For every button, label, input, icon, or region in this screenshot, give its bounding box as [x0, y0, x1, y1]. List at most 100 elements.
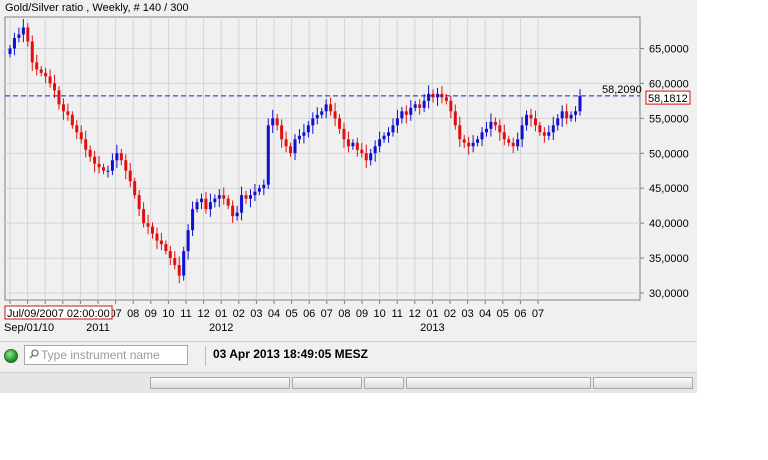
- svg-text:58,1812: 58,1812: [648, 93, 688, 105]
- connection-status-icon[interactable]: [4, 349, 18, 363]
- candle: [70, 111, 74, 129]
- candle: [556, 113, 560, 131]
- y-tick-label: 45,0000: [649, 183, 689, 195]
- candle: [578, 89, 582, 116]
- candle: [119, 148, 123, 166]
- candle: [93, 150, 97, 173]
- candle: [186, 224, 190, 260]
- candle: [53, 74, 57, 99]
- candles: [8, 18, 582, 284]
- candle: [133, 177, 137, 199]
- chart-window: Gold/Silver ratio , Weekly, # 140 / 300 …: [0, 0, 697, 393]
- x-tick-label: 07: [321, 308, 333, 320]
- candle: [195, 198, 199, 213]
- candle: [333, 102, 337, 127]
- candle: [320, 107, 324, 119]
- bottom-tab-5[interactable]: [593, 377, 693, 389]
- candle: [244, 190, 248, 204]
- candle: [542, 127, 546, 143]
- candle: [507, 135, 511, 147]
- chart-svg[interactable]: Gold/Silver ratio , Weekly, # 140 / 300 …: [0, 0, 697, 342]
- candle: [364, 144, 368, 168]
- candle: [177, 256, 181, 284]
- y-tick-label: 65,0000: [649, 43, 689, 55]
- candle: [574, 106, 578, 122]
- bottom-tab-4[interactable]: [406, 377, 591, 389]
- x-year-label: 2012: [209, 322, 233, 334]
- candle: [115, 144, 119, 168]
- candle: [151, 222, 154, 239]
- candle: [222, 187, 226, 205]
- candle: [146, 214, 150, 235]
- x-tick-label: 03: [461, 308, 473, 320]
- candle: [257, 184, 261, 196]
- candle: [240, 186, 244, 221]
- candle: [529, 108, 533, 127]
- x-tick-label: 02: [233, 308, 245, 320]
- candle: [476, 135, 480, 147]
- candle: [57, 86, 61, 110]
- candle: [498, 119, 502, 141]
- candle: [231, 200, 235, 223]
- candle: [373, 140, 377, 162]
- candle: [17, 27, 21, 43]
- candle: [173, 251, 177, 270]
- x-year-label: 2013: [420, 322, 444, 334]
- candle: [484, 121, 488, 137]
- candle: [208, 193, 212, 217]
- candle: [97, 156, 101, 174]
- candle: [533, 110, 537, 132]
- candle: [226, 195, 230, 210]
- candle: [471, 135, 475, 153]
- candle: [489, 113, 493, 137]
- x-tick-label: 01: [215, 308, 227, 320]
- y-tick-label: 60,0000: [649, 78, 689, 90]
- bottom-tab-3[interactable]: [364, 377, 404, 389]
- candle: [453, 104, 457, 130]
- candle: [560, 105, 564, 127]
- candle: [199, 193, 203, 210]
- x-tick-label: 08: [338, 308, 350, 320]
- candle: [409, 100, 413, 121]
- candle: [427, 85, 431, 109]
- candle: [404, 105, 408, 124]
- candle: [569, 111, 573, 122]
- x-tick-label: 05: [497, 308, 509, 320]
- instrument-search-input[interactable]: [41, 347, 183, 363]
- candle: [168, 245, 172, 265]
- x-tick-label: 07: [109, 308, 121, 320]
- candle: [35, 54, 39, 76]
- candle: [155, 227, 159, 250]
- x-tick-label: 02: [444, 308, 456, 320]
- candle: [493, 117, 497, 131]
- candle: [12, 32, 16, 56]
- candle: [124, 154, 128, 180]
- server-clock: 03 Apr 2013 18:49:05 MESZ: [213, 347, 368, 361]
- candle: [137, 190, 141, 217]
- y-tick-label: 30,0000: [649, 288, 689, 300]
- candle: [204, 191, 208, 214]
- x-tick-label: 12: [409, 308, 421, 320]
- candle: [106, 165, 110, 178]
- candle: [191, 201, 195, 237]
- bottom-tab-2[interactable]: [292, 377, 362, 389]
- x-tick-label: 04: [479, 308, 491, 320]
- instrument-search-box[interactable]: [24, 345, 188, 365]
- last-price-box: 58,1812: [645, 90, 691, 105]
- candle: [61, 98, 65, 120]
- plot-area[interactable]: [4, 16, 641, 301]
- crosshair-date-box: Jul/09/2007 02:00:00: [4, 305, 113, 320]
- candle: [351, 139, 355, 150]
- candle: [511, 137, 515, 154]
- candle: [88, 145, 92, 162]
- x-tick-label: 06: [514, 308, 526, 320]
- x-tick-label: 11: [391, 308, 402, 320]
- candle: [102, 163, 106, 175]
- x-tick-label: 10: [162, 308, 174, 320]
- candle: [75, 120, 79, 140]
- bottom-tab-1[interactable]: [150, 377, 290, 389]
- candle: [26, 23, 30, 47]
- candle: [262, 179, 266, 196]
- candle: [387, 127, 391, 143]
- x-tick-label: 09: [356, 308, 368, 320]
